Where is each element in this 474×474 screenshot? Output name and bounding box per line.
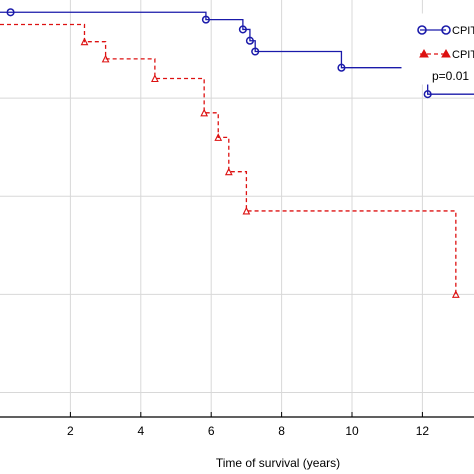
axes: 2468101214	[0, 412, 474, 438]
x-axis-label: Time of survival (years)	[216, 456, 340, 470]
series-1-line	[0, 11, 474, 95]
series-2-point	[200, 108, 209, 117]
series-2-point	[451, 290, 460, 298]
series-1-point	[423, 90, 432, 99]
legend-marker-series-2	[419, 48, 429, 58]
x-tick-label: 2	[67, 424, 74, 438]
series-1	[0, 8, 474, 99]
series-2-point	[214, 133, 223, 141]
series-1-point	[251, 47, 260, 56]
legend-box	[401, 13, 474, 85]
x-tick-label: 6	[208, 424, 215, 438]
p-value-annotation: p=0.01	[432, 69, 469, 83]
legend-label-series-2: CPIT	[452, 49, 474, 61]
x-tick-label: 10	[345, 424, 359, 438]
series-2-line	[0, 23, 457, 295]
x-tick-label: 4	[137, 424, 144, 438]
legend-marker-series-1b	[441, 25, 451, 35]
series-2-point	[101, 54, 110, 63]
series-2	[0, 23, 460, 298]
series-lines	[0, 8, 474, 298]
series-1-point	[6, 8, 15, 17]
x-tick-label: 8	[278, 424, 285, 438]
series-1-point	[238, 25, 247, 34]
x-tick-label: 12	[416, 424, 430, 438]
legend-label-series-1: CPIT	[452, 25, 474, 37]
series-2-point	[224, 167, 233, 176]
legend-marker-series-1	[417, 25, 427, 35]
series-2-point	[242, 206, 251, 215]
series-1-point	[201, 15, 210, 24]
series-2-point	[150, 74, 159, 83]
legend: CPIT CPIT	[401, 13, 474, 85]
grid-lines	[0, 0, 474, 417]
legend-marker-series-2b	[441, 48, 451, 58]
series-1-point	[337, 63, 346, 72]
series-2-point	[80, 37, 89, 46]
series-1-point	[245, 36, 254, 45]
